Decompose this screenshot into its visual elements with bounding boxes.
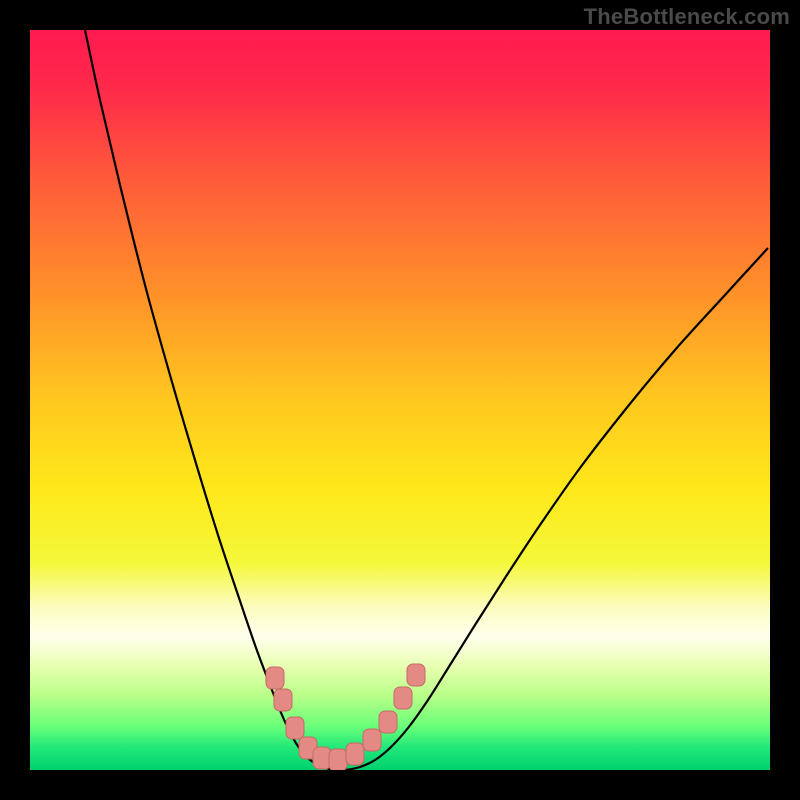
marker-point (379, 711, 397, 733)
marker-point (363, 729, 381, 751)
marker-point (329, 749, 347, 770)
marker-point (286, 717, 304, 739)
plot-area (30, 30, 770, 770)
marker-point (266, 667, 284, 689)
gradient-background (30, 30, 770, 770)
marker-point (274, 689, 292, 711)
watermark-text: TheBottleneck.com (584, 4, 790, 30)
marker-point (394, 687, 412, 709)
marker-point (346, 743, 364, 765)
marker-point (313, 747, 331, 769)
marker-point (407, 664, 425, 686)
bottleneck-chart (30, 30, 770, 770)
